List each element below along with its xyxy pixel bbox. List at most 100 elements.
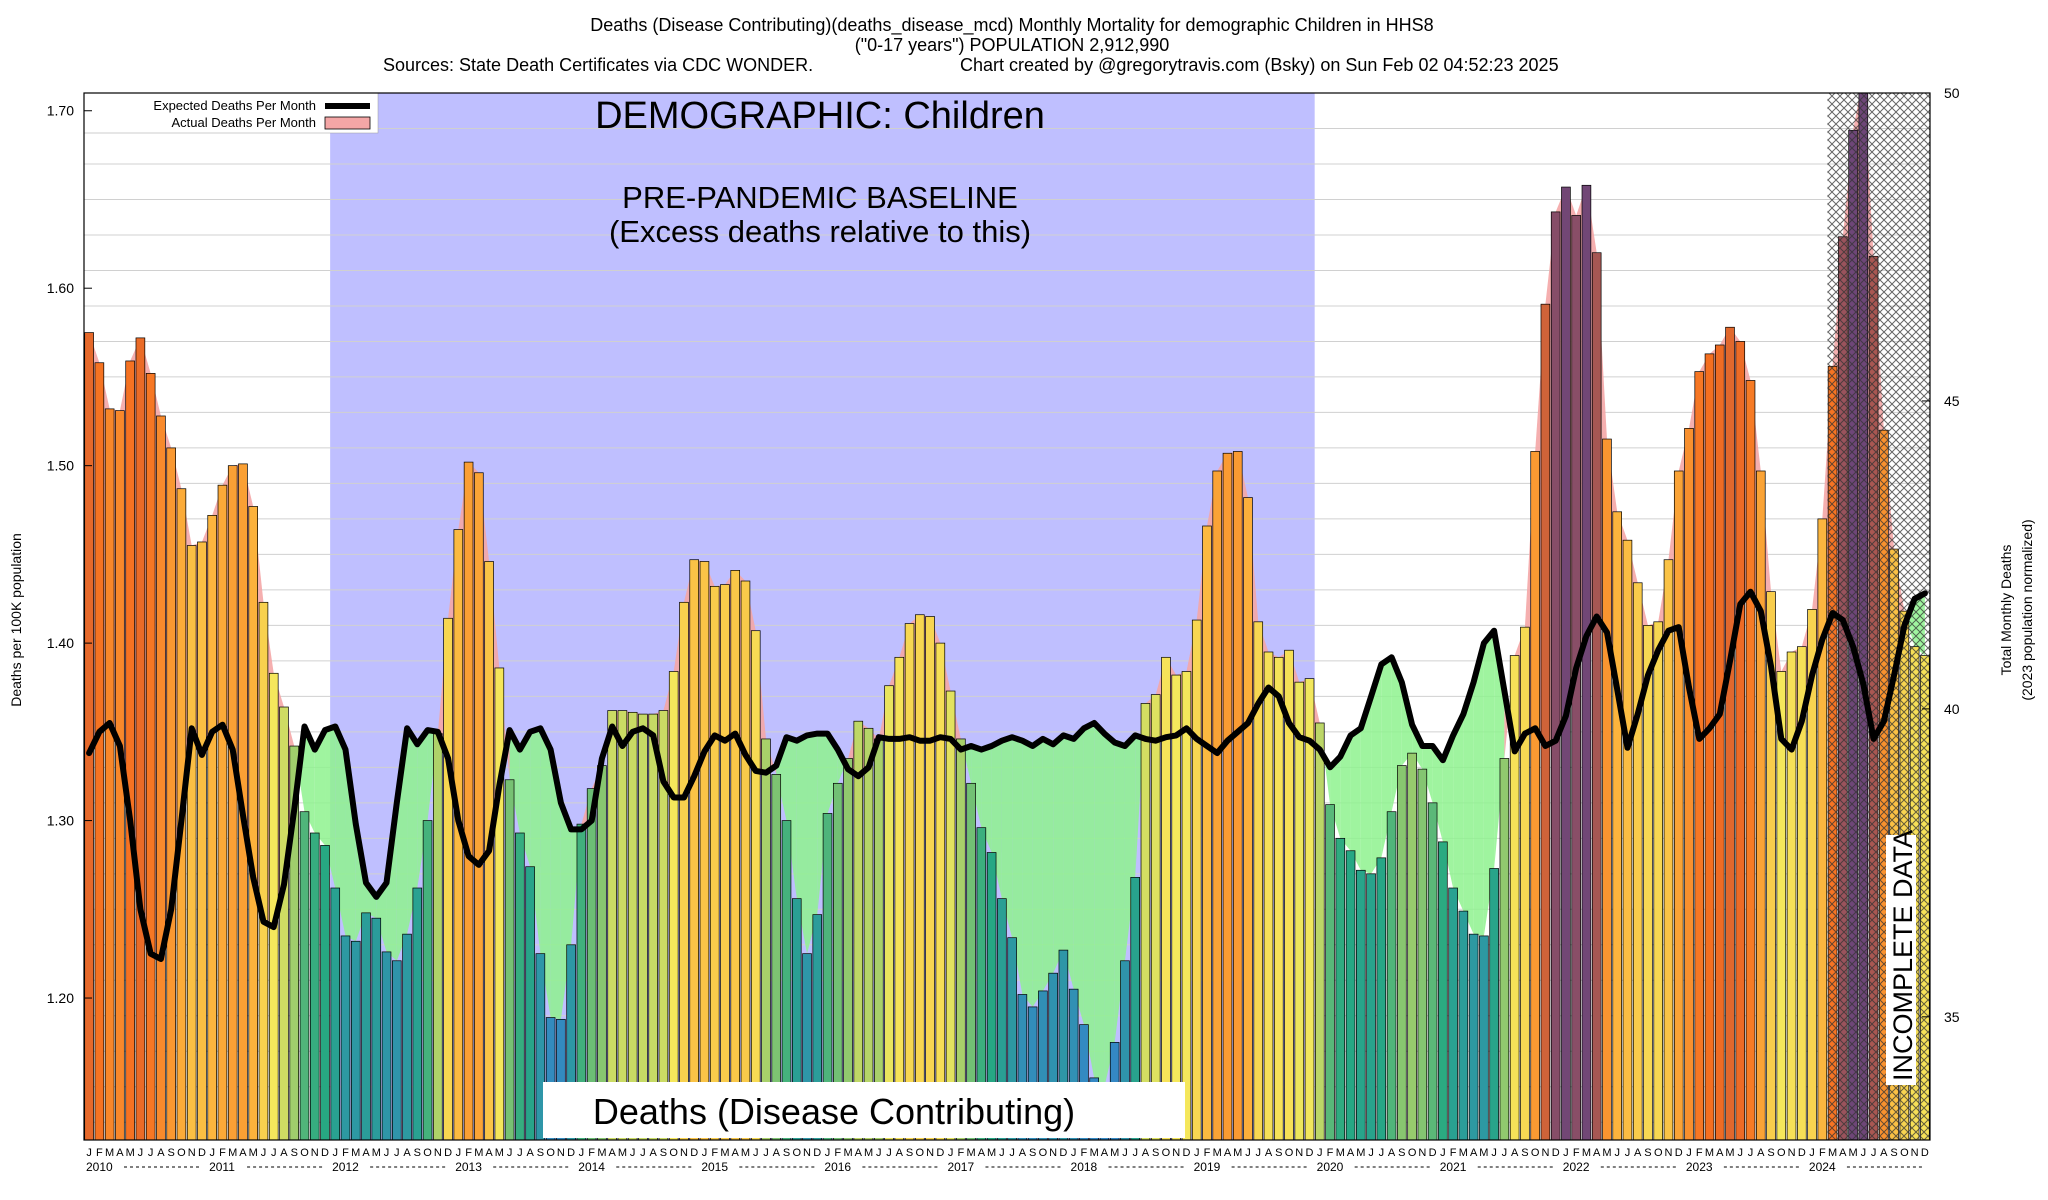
deficit-area [335, 726, 346, 936]
month-tick-label: M [987, 1147, 996, 1159]
year-tick-label: 2011 [209, 1160, 235, 1174]
chart-subtitle: ("0-17 years") POPULATION 2,912,990 [855, 35, 1170, 55]
bar [627, 711, 638, 1140]
deficit-area [407, 728, 418, 935]
deficit-area [1073, 728, 1084, 1025]
month-tick-label: O [546, 1147, 555, 1159]
deficit-area [376, 882, 387, 952]
bar [1756, 470, 1766, 1140]
bar [361, 912, 371, 1140]
incomplete-label-box [1886, 835, 1916, 1085]
deficit-area [509, 730, 520, 833]
bar [1786, 651, 1797, 1140]
month-tick-label: F [1696, 1147, 1703, 1159]
month-tick-label: J [886, 1147, 892, 1159]
month-tick-label: A [1265, 1147, 1273, 1159]
month-tick-label: A [773, 1147, 781, 1159]
bar [638, 713, 648, 1140]
month-tick-label: N [1788, 1147, 1796, 1159]
bar [381, 951, 392, 1140]
month-tick-label: M [105, 1147, 114, 1159]
deficit-area [1042, 738, 1054, 991]
bar [658, 710, 669, 1140]
expected-line-layer [86, 588, 1928, 962]
bar [258, 601, 269, 1140]
expected-line [86, 588, 1928, 962]
y-tick-label: 1.70 [47, 103, 74, 119]
month-tick-label: M [741, 1147, 750, 1159]
bar [207, 514, 217, 1140]
bar [1807, 609, 1817, 1140]
month-tick-label: J [1861, 1147, 1867, 1159]
bar [166, 447, 176, 1140]
y-tick-label: 1.40 [47, 635, 74, 651]
month-tick-label: J [456, 1147, 462, 1159]
bar [997, 898, 1007, 1140]
month-tick-label: N [1541, 1147, 1549, 1159]
year-tick-label: 2023 [1686, 1160, 1713, 1174]
deficit-area [540, 728, 551, 1018]
bar [781, 820, 792, 1140]
month-tick-label: J [948, 1147, 954, 1159]
month-tick-label: J [1009, 1147, 1015, 1159]
month-tick-label: M [1336, 1147, 1345, 1159]
bar [1366, 873, 1376, 1140]
month-tick-label: F [96, 1147, 103, 1159]
bar [309, 832, 320, 1140]
y-tick-label: 1.60 [47, 280, 74, 296]
month-tick-label: M [126, 1147, 135, 1159]
bar [474, 472, 484, 1140]
bar [1315, 722, 1325, 1140]
month-tick-label: F [219, 1147, 226, 1159]
bar [94, 362, 105, 1140]
bar [1581, 184, 1592, 1140]
bar [1253, 621, 1264, 1140]
bar [607, 710, 617, 1140]
bar [1417, 768, 1428, 1140]
month-tick-label: D [1429, 1147, 1437, 1159]
month-tick-label: J [640, 1147, 646, 1159]
month-tick-label: J [999, 1147, 1005, 1159]
bar [720, 584, 730, 1140]
month-tick-label: F [1081, 1147, 1088, 1159]
month-tick-label: J [1317, 1147, 1323, 1159]
bar [1007, 937, 1017, 1140]
y2-tick-label: 50 [1944, 85, 1960, 101]
year-tick-label: 2024 [1809, 1160, 1836, 1174]
month-tick-label: A [1224, 1147, 1232, 1159]
bar [668, 671, 679, 1140]
bar [1632, 582, 1643, 1140]
deficit-area [971, 746, 982, 828]
bar [1397, 765, 1407, 1140]
bar [617, 710, 628, 1140]
month-tick-label: J [209, 1147, 215, 1159]
legend-actual-label: Actual Deaths Per Month [171, 115, 316, 130]
bar [1202, 525, 1212, 1140]
month-tick-label: A [1757, 1147, 1765, 1159]
year-tick-label: 2016 [824, 1160, 851, 1174]
year-tick-label: 2020 [1317, 1160, 1344, 1174]
month-tick-label: S [906, 1147, 913, 1159]
bar [217, 484, 228, 1140]
deficit-area [1350, 728, 1361, 871]
month-tick-label: O [1777, 1147, 1786, 1159]
month-tick-label: O [300, 1147, 309, 1159]
y-tick-label: 1.20 [47, 990, 74, 1006]
bar [1479, 935, 1489, 1140]
deficit-area [560, 802, 572, 1020]
bar [494, 667, 505, 1140]
deficit-area [981, 746, 992, 853]
month-tick-label: F [1204, 1147, 1211, 1159]
deficit-area [345, 749, 356, 942]
month-tick-label: J [271, 1147, 277, 1159]
bar [412, 887, 423, 1140]
month-tick-label: A [1593, 1147, 1601, 1159]
month-tick-label: A [896, 1147, 904, 1159]
month-tick-label: J [517, 1147, 523, 1159]
month-tick-label: F [957, 1147, 964, 1159]
month-tick-label: S [537, 1147, 544, 1159]
month-tick-label: D [198, 1147, 206, 1159]
bar [1540, 303, 1551, 1140]
bar [1766, 591, 1776, 1140]
bar [1386, 811, 1397, 1140]
